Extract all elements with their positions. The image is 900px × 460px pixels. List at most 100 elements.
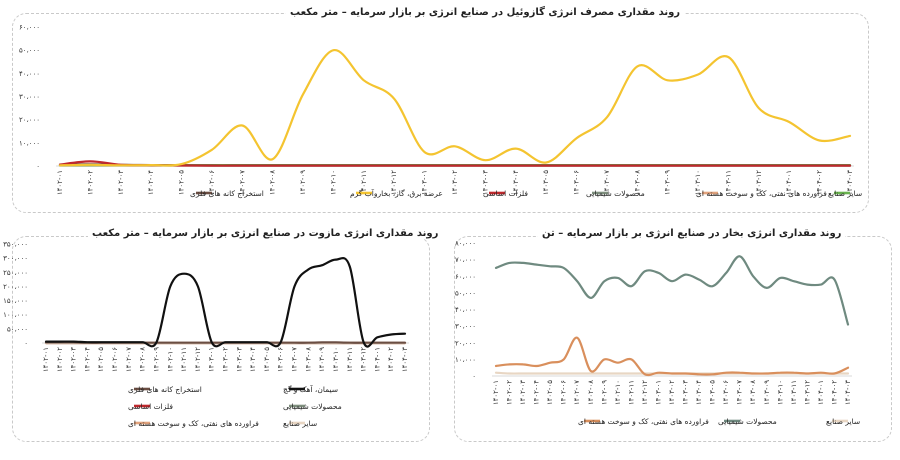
y-tick-label: ۵۰،۰۰۰ bbox=[7, 325, 28, 333]
legend-item: استخراج کانه های فلزی bbox=[190, 189, 264, 198]
y-tick-label: ۵۰،۰۰۰ bbox=[19, 47, 40, 55]
y-tick-label: ۲۰۰،۰۰۰ bbox=[3, 283, 28, 291]
legend-label: سایر صنایع bbox=[828, 189, 862, 198]
legend-label: فراورده های نفتی، کک و سوخت هسته ای bbox=[578, 417, 709, 426]
series-line-2 bbox=[58, 160, 852, 167]
y-tick-label: ۱۰۰،۰۰۰ bbox=[3, 311, 28, 319]
chart-panel-gasoil bbox=[12, 13, 869, 213]
chart-gasoil: ۰ ۱۰،۰۰۰ ۲۰،۰۰۰ ۳۰،۰۰۰ ۴۰،۰۰۰ ۵۰،۰۰۰ ۶۰،۰۰۰ ۱۴۰… bbox=[19, 24, 862, 199]
legend-item: عرضه برق، گاز، بخاروآب گرم bbox=[350, 188, 443, 198]
legend-label: فراورده های نفتی، کک و سوخت هسته ای bbox=[696, 189, 827, 198]
y-tick-label: ۵۰،۰۰۰ bbox=[455, 289, 476, 297]
legend-item: فراورده های نفتی، کک و سوخت هسته ای bbox=[578, 417, 709, 426]
y-tick-label: ۳۰،۰۰۰ bbox=[455, 323, 476, 331]
legend-item: محصولات شیمیایی bbox=[283, 402, 342, 411]
x-tick-label: ۱۴۰۲-۱۲ bbox=[390, 170, 398, 195]
legend-item: فلزات اساسی bbox=[128, 402, 173, 411]
x-tick-label: ۱۴۰۳-۱۱ bbox=[790, 380, 798, 405]
legend-item: فراورده های نفتی، کک و سوخت هسته ای bbox=[696, 189, 827, 198]
x-tick-label: ۱۴۰۲-۰۶ bbox=[208, 170, 216, 195]
x-tick-label: ۱۴۰۲-۱۱ bbox=[180, 347, 188, 372]
x-tick-label: ۱۴۰۳-۰۱ bbox=[208, 347, 216, 372]
x-tick-label: ۱۴۰۲-۰۷ bbox=[573, 380, 581, 405]
x-tick-label: ۱۴۰۲-۰۹ bbox=[600, 380, 608, 405]
x-tick-label: ۱۴۰۲-۰۱ bbox=[42, 347, 50, 372]
x-tick-label: ۱۴۰۴-۰۱ bbox=[373, 347, 381, 372]
x-tick-label: ۱۴۰۳-۰۱ bbox=[654, 380, 662, 405]
x-tick-label: ۱۴۰۲-۰۸ bbox=[269, 170, 277, 195]
x-tick-label: ۱۴۰۳-۱۰ bbox=[332, 347, 340, 372]
legend-item: استخراج کانه های فلزی bbox=[128, 385, 202, 394]
x-tick-label: ۱۴۰۲-۱۱ bbox=[627, 380, 635, 405]
x-tick-label: ۱۴۰۳-۰۲ bbox=[222, 347, 230, 372]
x-tick-label: ۱۴۰۳-۱۲ bbox=[755, 170, 763, 195]
x-tick-label: ۱۴۰۴-۰۳ bbox=[846, 170, 854, 195]
x-tick-label: ۱۴۰۳-۰۹ bbox=[664, 170, 672, 195]
series-line-1 bbox=[58, 49, 852, 167]
x-tick-label: ۱۴۰۳-۰۸ bbox=[749, 380, 757, 405]
series-line-1 bbox=[44, 256, 407, 348]
x-tick-label: ۱۴۰۳-۰۳ bbox=[481, 170, 489, 195]
x-tick-label: ۱۴۰۳-۰۴ bbox=[695, 380, 703, 405]
legend-label: استخراج کانه های فلزی bbox=[190, 189, 264, 198]
x-tick-label: ۱۴۰۳-۰۲ bbox=[451, 170, 459, 195]
y-tick-label: ۳۰۰،۰۰۰ bbox=[3, 255, 28, 263]
y-tick-label: ۱۰،۰۰۰ bbox=[455, 356, 476, 364]
x-tick-label: ۱۴۰۴-۰۳ bbox=[401, 347, 409, 372]
y-tick-label: ۱۵۰،۰۰۰ bbox=[3, 297, 28, 305]
y-tick-label: ۲۵۰،۰۰۰ bbox=[3, 269, 28, 277]
x-tick-label: ۱۴۰۳-۰۳ bbox=[682, 380, 690, 405]
legend-item: سایر صنایع bbox=[283, 419, 317, 428]
series-line-1 bbox=[494, 255, 850, 326]
x-tick-label: ۱۴۰۲-۰۳ bbox=[519, 380, 527, 405]
x-tick-label: ۱۴۰۲-۱۲ bbox=[194, 347, 202, 372]
x-tick-label: ۱۴۰۲-۰۹ bbox=[152, 347, 160, 372]
x-tick-label: ۱۴۰۲-۰۷ bbox=[125, 347, 133, 372]
x-tick-label: ۱۴۰۳-۱۰ bbox=[694, 170, 702, 195]
x-tick-label: ۱۴۰۳-۰۴ bbox=[512, 170, 520, 195]
chart-steam: ۰ ۱۰،۰۰۰ ۲۰،۰۰۰ ۳۰،۰۰۰ ۴۰،۰۰۰ ۵۰،۰۰۰ ۶۰،۰۰۰ ۷۰،… bbox=[455, 240, 860, 427]
legend-item: محصولات شیمیایی bbox=[718, 417, 777, 426]
legend-label: استخراج کانه های فلزی bbox=[128, 385, 202, 394]
y-tick-label: ۲۰،۰۰۰ bbox=[455, 339, 476, 347]
x-tick-label: ۱۴۰۳-۰۵ bbox=[263, 347, 271, 372]
x-tick-label: ۱۴۰۳-۰۴ bbox=[249, 347, 257, 372]
legend-label: سیمان، آهک و گچ bbox=[283, 384, 338, 394]
y-tick-label: ۸۰،۰۰۰ bbox=[455, 240, 476, 248]
x-tick-label: ۱۴۰۳-۰۸ bbox=[304, 347, 312, 372]
y-tick-label: ۴۰،۰۰۰ bbox=[19, 70, 40, 78]
x-tick-label: ۱۴۰۳-۰۶ bbox=[573, 170, 581, 195]
x-tick-label: ۱۴۰۳-۰۹ bbox=[318, 347, 326, 372]
x-tick-label: ۱۴۰۳-۰۷ bbox=[736, 380, 744, 405]
x-tick-label: ۱۴۰۲-۰۹ bbox=[299, 170, 307, 195]
x-tick-label: ۱۴۰۳-۰۵ bbox=[709, 380, 717, 405]
chart-title-mazut: روند مقداری انرژی مازوت در صنایع انرژی ب… bbox=[88, 228, 443, 239]
x-tick-label: ۱۴۰۳-۰۳ bbox=[235, 347, 243, 372]
x-tick-label: ۱۴۰۲-۰۴ bbox=[147, 170, 155, 195]
y-tick-label: ۳۰،۰۰۰ bbox=[19, 93, 40, 101]
x-tick-label: ۱۴۰۳-۱۱ bbox=[724, 170, 732, 195]
legend-label: محصولات شیمیایی bbox=[586, 189, 645, 198]
y-tick-label: ۰ bbox=[36, 163, 40, 171]
y-tick-label: ۶۰،۰۰۰ bbox=[19, 24, 40, 32]
legend-label: محصولات شیمیایی bbox=[283, 402, 342, 411]
x-tick-label: ۱۴۰۲-۰۳ bbox=[117, 170, 125, 195]
legend-label: فلزات اساسی bbox=[483, 189, 528, 198]
x-tick-label: ۱۴۰۴-۰۱ bbox=[785, 170, 793, 195]
x-tick-label: ۱۴۰۲-۱۰ bbox=[329, 170, 337, 195]
x-tick-label: ۱۴۰۳-۰۶ bbox=[277, 347, 285, 372]
x-tick-label: ۱۴۰۳-۱۲ bbox=[360, 347, 368, 372]
x-tick-label: ۱۴۰۳-۰۷ bbox=[603, 170, 611, 195]
x-tick-label: ۱۴۰۲-۰۵ bbox=[546, 380, 554, 405]
legend-label: فلزات اساسی bbox=[128, 402, 173, 411]
x-tick-label: ۱۴۰۴-۰۳ bbox=[844, 380, 852, 405]
x-tick-label: ۱۴۰۲-۱۱ bbox=[360, 170, 368, 195]
y-tick-label: ۷۰،۰۰۰ bbox=[455, 256, 476, 264]
x-tick-label: ۱۴۰۲-۰۱ bbox=[492, 380, 500, 405]
x-tick-label: ۱۴۰۳-۰۲ bbox=[668, 380, 676, 405]
x-tick-label: ۱۴۰۲-۱۲ bbox=[641, 380, 649, 405]
x-tick-label: ۱۴۰۳-۰۸ bbox=[633, 170, 641, 195]
chart-mazut: ۰ ۵۰،۰۰۰ ۱۰۰،۰۰۰ ۱۵۰،۰۰۰ ۲۰۰،۰۰۰ ۲۵۰،۰۰۰ ۳۰۰،۰… bbox=[3, 241, 409, 428]
x-tick-label: ۱۴۰۴-۰۱ bbox=[817, 380, 825, 405]
